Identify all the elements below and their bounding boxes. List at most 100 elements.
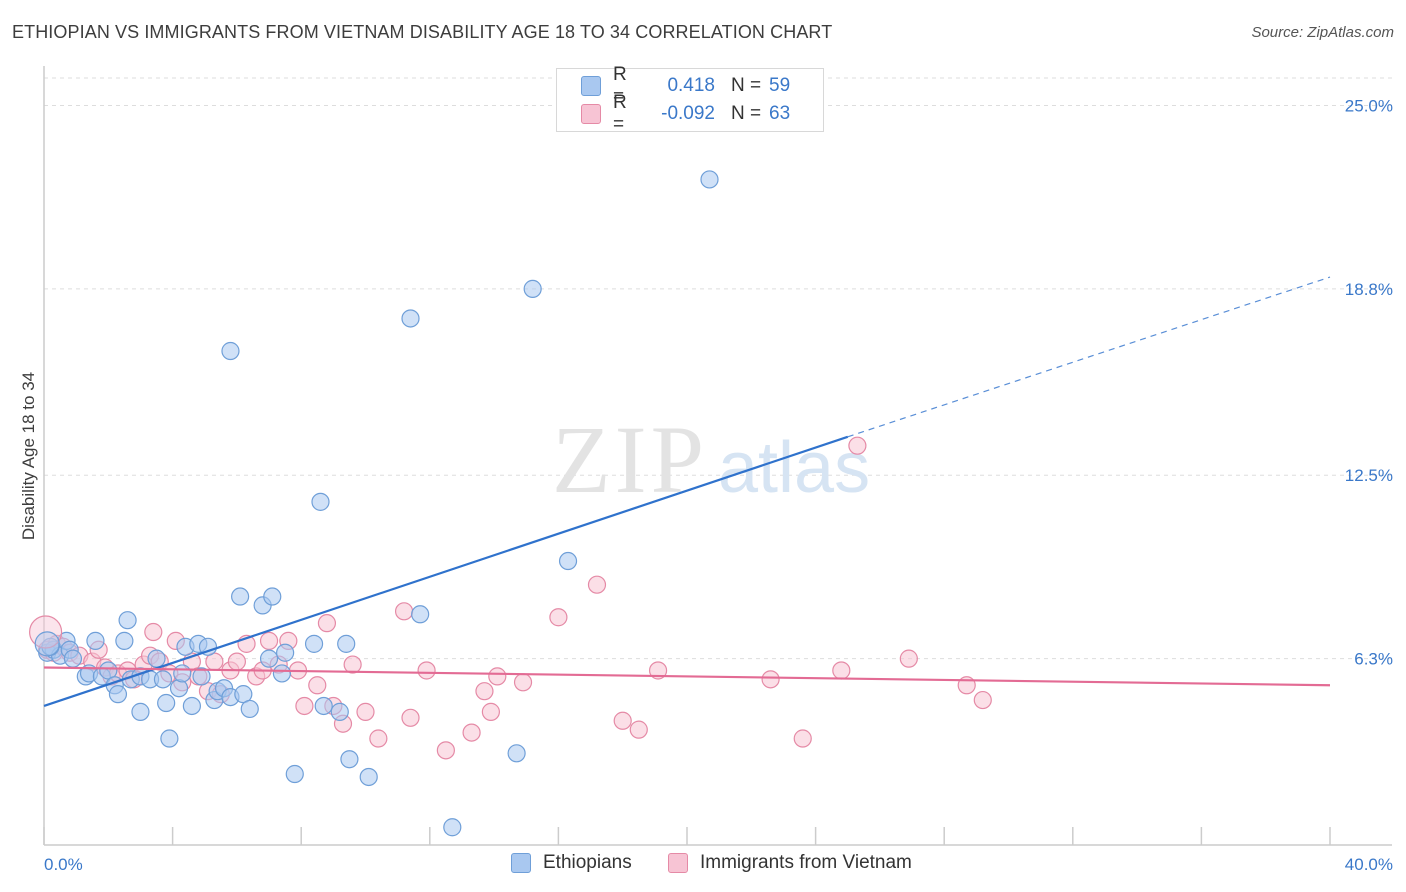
- ethiopian-point: [276, 643, 295, 662]
- bottom-legend-vietnam: Immigrants from Vietnam: [668, 852, 912, 874]
- legend-n-label: N =: [731, 75, 762, 96]
- legend-n-value: 59: [769, 75, 791, 96]
- x-tick-label: 40.0%: [1345, 855, 1393, 874]
- grid: [44, 77, 1392, 660]
- ethiopian-point: [507, 744, 526, 763]
- vietnam-point: [629, 720, 648, 739]
- vietnam-point: [481, 702, 500, 721]
- ethiopian-point: [263, 587, 282, 606]
- ethiopian-point: [359, 767, 378, 787]
- ethiopian-point: [198, 637, 218, 656]
- source-label: Source: ZipAtlas.com: [1251, 24, 1394, 41]
- ethiopian-point: [147, 649, 166, 668]
- legend-r-value: -0.092: [661, 103, 715, 124]
- ethiopian-point: [272, 664, 292, 683]
- vietnam-point: [401, 708, 420, 727]
- vietnam-point: [973, 690, 992, 710]
- vietnam-point: [613, 711, 632, 730]
- ethiopian-trend-line: [43, 435, 849, 708]
- legend-row-vietnam: R = -0.092 N = 63: [581, 92, 791, 135]
- ethiopian-point: [192, 667, 211, 686]
- vietnam-point: [648, 661, 668, 680]
- vietnam-point: [513, 673, 533, 692]
- ethiopian-point: [182, 696, 201, 716]
- vietnam-point: [488, 667, 507, 686]
- ethiopian-point: [311, 492, 330, 511]
- vietnam-point: [295, 696, 314, 716]
- ethiopian-point: [131, 702, 150, 721]
- ethiopian-point: [558, 551, 578, 571]
- bottom-legend-label-vietnam: Immigrants from Vietnam: [700, 852, 912, 873]
- vietnam-point: [462, 723, 481, 742]
- vietnam-point: [761, 670, 780, 689]
- vietnam-point: [899, 649, 918, 668]
- vietnam-point: [343, 655, 362, 674]
- ethiopian-point: [259, 649, 279, 668]
- ethiopian-point: [169, 679, 189, 698]
- y-tick-label: 18.8%: [1345, 280, 1393, 299]
- bottom-legend-swatch-vietnam: [668, 853, 688, 873]
- legend-n-label: N =: [731, 103, 762, 124]
- watermark: ZIP atlas: [552, 406, 870, 513]
- data-points: [29, 170, 992, 837]
- vietnam-point: [549, 608, 568, 627]
- ethiopian-point: [231, 587, 250, 606]
- x-tick-label: 0.0%: [44, 855, 83, 874]
- ethiopian-point: [523, 279, 542, 298]
- ethiopian-point: [314, 696, 333, 716]
- ethiopian-point: [118, 611, 137, 630]
- vietnam-point: [259, 631, 279, 650]
- ethiopian-point: [86, 631, 105, 650]
- ethiopian-point: [337, 634, 356, 653]
- ethiopian-point: [304, 634, 324, 653]
- vietnam-point: [144, 622, 163, 642]
- y-tick-label: 6.3%: [1354, 650, 1393, 669]
- ethiopian-point: [115, 631, 134, 650]
- ethiopian-point: [108, 685, 128, 704]
- legend-n-value: 63: [769, 103, 791, 124]
- vietnam-point: [848, 436, 867, 455]
- y-axis-label: Disability Age 18 to 34: [19, 372, 38, 540]
- vietnam-point: [436, 741, 455, 760]
- legend-r-label: R =: [613, 64, 627, 107]
- chart-title: ETHIOPIAN VS IMMIGRANTS FROM VIETNAM DIS…: [12, 22, 833, 42]
- stats-legend: R = 0.418 N = 59 R = -0.092 N = 63: [556, 64, 824, 135]
- bottom-legend-swatch-ethiopians: [511, 853, 531, 873]
- ethiopian-point: [157, 693, 176, 713]
- vietnam-point: [317, 614, 337, 633]
- ethiopian-point: [401, 309, 420, 328]
- legend-row-ethiopians: R = 0.418 N = 59: [581, 64, 791, 107]
- ethiopian-point: [173, 664, 192, 683]
- axes: [43, 66, 1392, 846]
- ethiopian-point: [340, 750, 359, 769]
- ethiopian-point: [240, 699, 259, 719]
- vietnam-point: [356, 702, 375, 721]
- y-tick-label: 12.5%: [1345, 466, 1393, 485]
- ethiopian-point: [443, 818, 462, 837]
- ethiopian-point: [330, 702, 349, 721]
- watermark-atlas: atlas: [718, 428, 870, 508]
- vietnam-point: [417, 661, 436, 680]
- ethiopian-point: [221, 341, 240, 361]
- legend-r-label: R =: [613, 92, 627, 135]
- legend-swatch-ethiopians: [581, 76, 601, 96]
- vietnam-point: [587, 575, 607, 594]
- watermark-zip: ZIP: [552, 406, 708, 513]
- vietnam-point: [832, 661, 851, 680]
- vietnam-point: [475, 682, 494, 701]
- ethiopian-point: [411, 605, 430, 624]
- ethiopian-cluster-point: [34, 631, 60, 657]
- vietnam-trend-line: [43, 666, 1331, 687]
- vietnam-point: [227, 652, 246, 671]
- tick-labels: 6.3% 12.5% 18.8% 25.0% 0.0% 40.0%: [44, 96, 1393, 874]
- bottom-legend-ethiopians: Ethiopians: [511, 852, 632, 874]
- bottom-legend-label-ethiopians: Ethiopians: [543, 852, 632, 873]
- vietnam-point: [308, 676, 327, 695]
- ethiopian-trend-extension: [847, 276, 1331, 438]
- trend-lines: [43, 276, 1331, 708]
- ethiopian-point: [700, 170, 719, 189]
- ethiopian-point: [285, 764, 304, 784]
- legend-r-value: 0.418: [667, 75, 715, 96]
- vietnam-point: [793, 729, 812, 748]
